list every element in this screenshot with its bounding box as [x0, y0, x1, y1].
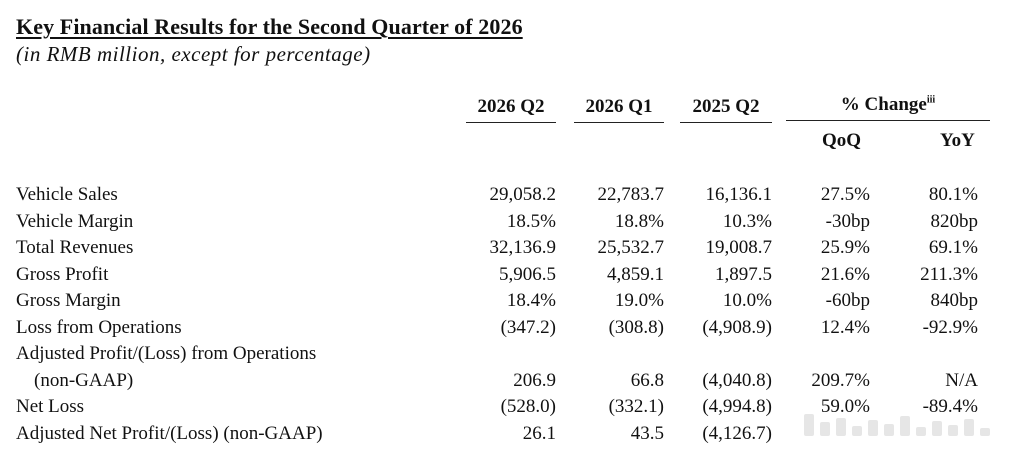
- watermark-bar: [916, 427, 926, 436]
- cell-2026-q1: 18.8%: [614, 210, 664, 232]
- cell-qoq: 21.6%: [820, 263, 870, 285]
- cell-2026-q1: 25,532.7: [597, 237, 665, 258]
- cell-yoy: 840bp: [930, 290, 979, 311]
- watermark-bar: [852, 426, 862, 436]
- cell-qoq: 27.5%: [820, 184, 870, 205]
- watermark-bar: [836, 418, 846, 436]
- watermark-graphic: [804, 414, 990, 436]
- watermark-bar: [980, 428, 990, 436]
- watermark-bar: [964, 419, 974, 436]
- column-header-2026-q2: 2026 Q2: [466, 96, 556, 123]
- cell-2026-q2: 206.9: [513, 369, 556, 391]
- cell-2026-q1: 22,783.7: [597, 184, 665, 205]
- column-header-percent-change: % Changeiii: [786, 94, 990, 121]
- row-label-line-2: (non-GAAP): [34, 369, 134, 391]
- cell-2025-q2: 19,008.7: [705, 237, 773, 258]
- cell-qoq: 209.7%: [811, 369, 870, 391]
- row-label-line-1: Adjusted Profit/(Loss) from Operations: [16, 343, 317, 364]
- row-label: Total Revenues: [16, 237, 134, 258]
- watermark-bar: [868, 420, 878, 436]
- percent-change-label: % Change: [840, 94, 927, 115]
- cell-2026-q1: 4,859.1: [607, 263, 664, 285]
- cell-yoy: 80.1%: [928, 184, 978, 205]
- cell-2025-q2: (4,126.7): [702, 422, 772, 444]
- cell-2025-q2: 10.0%: [722, 290, 772, 311]
- column-header-yoy: YoY: [940, 130, 975, 151]
- column-header-qoq: QoQ: [822, 130, 862, 151]
- cell-2026-q2: 5,906.5: [499, 263, 556, 285]
- column-header-2025-q2: 2025 Q2: [680, 96, 772, 123]
- table-row: Vehicle Sales 29,058.2 22,783.7 16,136.1…: [0, 182, 1024, 209]
- row-label: Vehicle Sales: [16, 184, 118, 205]
- table-row: Adjusted Profit/(Loss) from Operations (…: [0, 341, 1024, 394]
- table-row: Total Revenues 32,136.9 25,532.7 19,008.…: [0, 235, 1024, 262]
- watermark-bar: [820, 422, 830, 436]
- row-label: Gross Profit: [16, 263, 109, 285]
- cell-2025-q2: (4,040.8): [702, 369, 772, 391]
- table-row: Loss from Operations (347.2) (308.8) (4,…: [0, 315, 1024, 342]
- cell-2025-q2: (4,908.9): [702, 316, 772, 338]
- row-label: Loss from Operations: [16, 316, 182, 338]
- cell-yoy: N/A: [945, 369, 978, 391]
- table-row: Net Loss (528.0) (332.1) (4,994.8) 59.0%…: [0, 394, 1024, 421]
- watermark-bar: [932, 421, 942, 436]
- cell-2026-q2: 26.1: [522, 422, 556, 444]
- cell-yoy: -89.4%: [922, 396, 978, 417]
- cell-2026-q2: 29,058.2: [489, 184, 557, 205]
- cell-2026-q1: (332.1): [608, 396, 664, 417]
- cell-qoq: 59.0%: [820, 396, 870, 417]
- table-row: Gross Profit 5,906.5 4,859.1 1,897.5 21.…: [0, 262, 1024, 289]
- cell-2026-q1: (308.8): [608, 316, 664, 338]
- cell-2025-q2: (4,994.8): [702, 396, 772, 417]
- row-label: Net Loss: [16, 396, 85, 417]
- cell-yoy: 69.1%: [928, 237, 978, 258]
- cell-qoq: -30bp: [825, 210, 870, 232]
- percent-change-footnote: iii: [926, 94, 936, 106]
- cell-2026-q2: (347.2): [500, 316, 556, 338]
- cell-2026-q1: 66.8: [630, 369, 664, 391]
- financial-results-table: Vehicle Sales 29,058.2 22,783.7 16,136.1…: [0, 182, 1024, 447]
- table-row: Adjusted Net Profit/(Loss) (non-GAAP) 26…: [0, 421, 1024, 448]
- row-label: Adjusted Profit/(Loss) from Operations (…: [16, 341, 316, 394]
- cell-2025-q2: 1,897.5: [715, 263, 772, 285]
- watermark-bar: [804, 414, 814, 436]
- cell-2025-q2: 16,136.1: [705, 184, 773, 205]
- cell-yoy: -92.9%: [922, 316, 978, 338]
- page-subtitle: (in RMB million, except for percentage): [16, 42, 371, 66]
- cell-2026-q1: 43.5: [630, 422, 664, 444]
- cell-2026-q2: 18.5%: [506, 210, 556, 232]
- cell-yoy: 820bp: [930, 210, 979, 232]
- cell-yoy: 211.3%: [920, 263, 978, 285]
- row-label: Vehicle Margin: [16, 210, 134, 232]
- cell-qoq: -60bp: [825, 290, 870, 311]
- cell-2026-q2: (528.0): [500, 396, 556, 417]
- cell-2026-q1: 19.0%: [614, 290, 664, 311]
- cell-qoq: 12.4%: [820, 316, 870, 338]
- watermark-bar: [900, 416, 910, 436]
- watermark-bar: [948, 425, 958, 436]
- watermark-bar: [884, 424, 894, 436]
- row-label: Gross Margin: [16, 290, 121, 311]
- cell-qoq: 25.9%: [820, 237, 870, 258]
- cell-2026-q2: 18.4%: [506, 290, 556, 311]
- row-label: Adjusted Net Profit/(Loss) (non-GAAP): [16, 422, 323, 444]
- table-row: Gross Margin 18.4% 19.0% 10.0% -60bp 840…: [0, 288, 1024, 315]
- cell-2026-q2: 32,136.9: [489, 237, 557, 258]
- page-title: Key Financial Results for the Second Qua…: [16, 14, 523, 39]
- table-row: Vehicle Margin 18.5% 18.8% 10.3% -30bp 8…: [0, 209, 1024, 236]
- column-header-2026-q1: 2026 Q1: [574, 96, 664, 123]
- cell-2025-q2: 10.3%: [722, 210, 772, 232]
